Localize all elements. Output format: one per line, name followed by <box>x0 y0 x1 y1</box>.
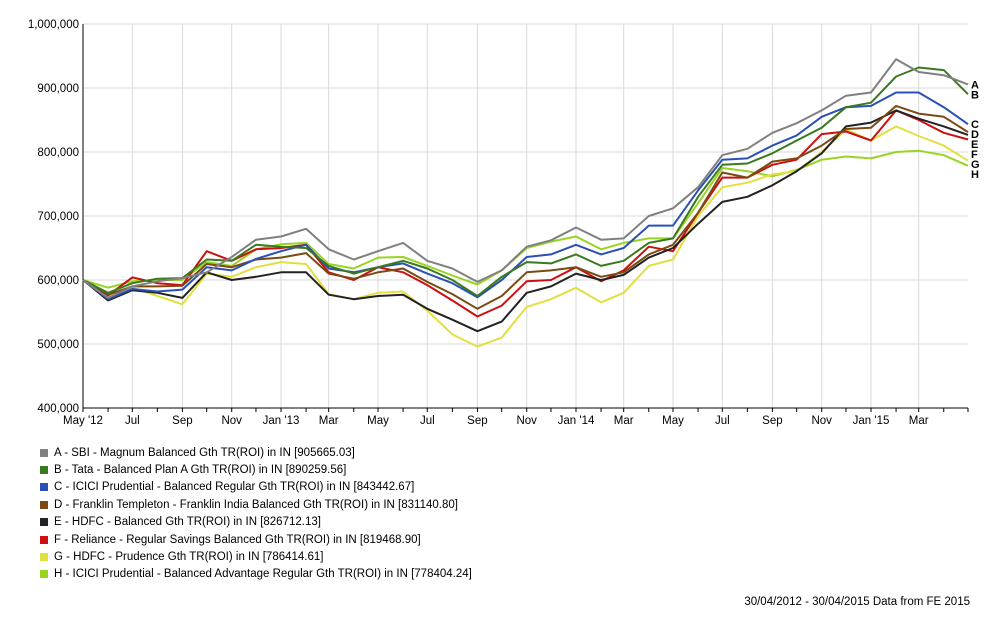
legend-item: A - SBI - Magnum Balanced Gth TR(ROI) in… <box>40 444 472 461</box>
legend-label: G - HDFC - Prudence Gth TR(ROI) in IN [7… <box>54 551 324 564</box>
y-tick-label: 700,000 <box>37 211 79 223</box>
legend-label: C - ICICI Prudential - Balanced Regular … <box>54 481 415 494</box>
legend-label: A - SBI - Magnum Balanced Gth TR(ROI) in… <box>54 446 355 459</box>
x-tick-label: Nov <box>221 415 242 427</box>
series-end-label: F <box>971 149 978 161</box>
series-end-label: B <box>971 89 979 101</box>
axes: 400,000 500,000 600,000 700,000 800,000 900,0… <box>28 19 969 427</box>
x-tick-label: Jan '15 <box>853 415 890 427</box>
legend-label: D - Franklin Templeton - Franklin India … <box>54 498 458 511</box>
x-tick-label: Sep <box>172 415 192 427</box>
legend-label: B - Tata - Balanced Plan A Gth TR(ROI) i… <box>54 464 347 477</box>
x-tick-label: Jul <box>125 415 140 427</box>
series-end-label: A <box>971 79 979 91</box>
legend-item: C - ICICI Prudential - Balanced Regular … <box>40 479 472 496</box>
x-tick-label: Jul <box>420 415 435 427</box>
series-end-label: C <box>971 119 979 131</box>
legend-item: G - HDFC - Prudence Gth TR(ROI) in IN [7… <box>40 548 472 565</box>
y-tick-label: 800,000 <box>37 147 79 159</box>
legend-swatch <box>40 466 48 475</box>
series-line-a <box>82 58 969 299</box>
line-chart: 400,000 500,000 600,000 700,000 800,000 900,0… <box>28 19 980 427</box>
series-line-f <box>82 109 969 318</box>
x-tick-label: Nov <box>811 415 832 427</box>
legend-swatch <box>40 553 48 562</box>
legend-item: F - Reliance - Regular Savings Balanced … <box>40 531 472 548</box>
legend-label: H - ICICI Prudential - Balanced Advantag… <box>54 568 472 581</box>
x-tick-label: Mar <box>319 415 339 427</box>
legend: A - SBI - Magnum Balanced Gth TR(ROI) in… <box>40 444 472 583</box>
series-end-label: D <box>971 129 979 141</box>
series-end-label: G <box>971 159 980 171</box>
y-tick-label: 1,000,000 <box>28 19 79 31</box>
legend-swatch <box>40 483 48 492</box>
legend-swatch <box>40 518 48 527</box>
x-tick-label: Sep <box>467 415 487 427</box>
y-tick-label: 600,000 <box>37 275 79 287</box>
grid-lines <box>82 23 968 409</box>
legend-label: E - HDFC - Balanced Gth TR(ROI) in IN [8… <box>54 516 321 529</box>
x-tick-label: Nov <box>516 415 537 427</box>
series-end-label: H <box>971 169 979 181</box>
legend-item: E - HDFC - Balanced Gth TR(ROI) in IN [8… <box>40 514 472 531</box>
series-line-b <box>82 66 969 297</box>
legend-item: B - Tata - Balanced Plan A Gth TR(ROI) i… <box>40 461 472 478</box>
legend-swatch <box>40 535 48 544</box>
data-source-footer: 30/04/2012 - 30/04/2015 Data from FE 201… <box>744 596 970 608</box>
x-tick-label: May '12 <box>63 415 103 427</box>
x-tick-label: May <box>662 415 684 427</box>
y-tick-label: 400,000 <box>37 403 79 415</box>
series-lines <box>82 58 969 348</box>
series-end-label: E <box>971 139 978 151</box>
legend-item: H - ICICI Prudential - Balanced Advantag… <box>40 566 472 583</box>
series-line-c <box>82 91 969 301</box>
x-tick-label: Jul <box>715 415 730 427</box>
x-tick-label: May <box>367 415 389 427</box>
legend-item: D - Franklin Templeton - Franklin India … <box>40 496 472 513</box>
x-tick-label: Sep <box>762 415 782 427</box>
series-line-e <box>82 109 969 333</box>
y-tick-label: 500,000 <box>37 339 79 351</box>
legend-swatch <box>40 500 48 509</box>
y-tick-label: 900,000 <box>37 83 79 95</box>
legend-label: F - Reliance - Regular Savings Balanced … <box>54 533 421 546</box>
x-tick-label: Jan '14 <box>558 415 595 427</box>
series-line-g <box>82 125 969 348</box>
legend-swatch <box>40 570 48 579</box>
series-line-d <box>82 104 969 310</box>
x-tick-label: Mar <box>614 415 634 427</box>
x-tick-label: Jan '13 <box>263 415 300 427</box>
x-tick-label: Mar <box>909 415 929 427</box>
legend-swatch <box>40 448 48 457</box>
